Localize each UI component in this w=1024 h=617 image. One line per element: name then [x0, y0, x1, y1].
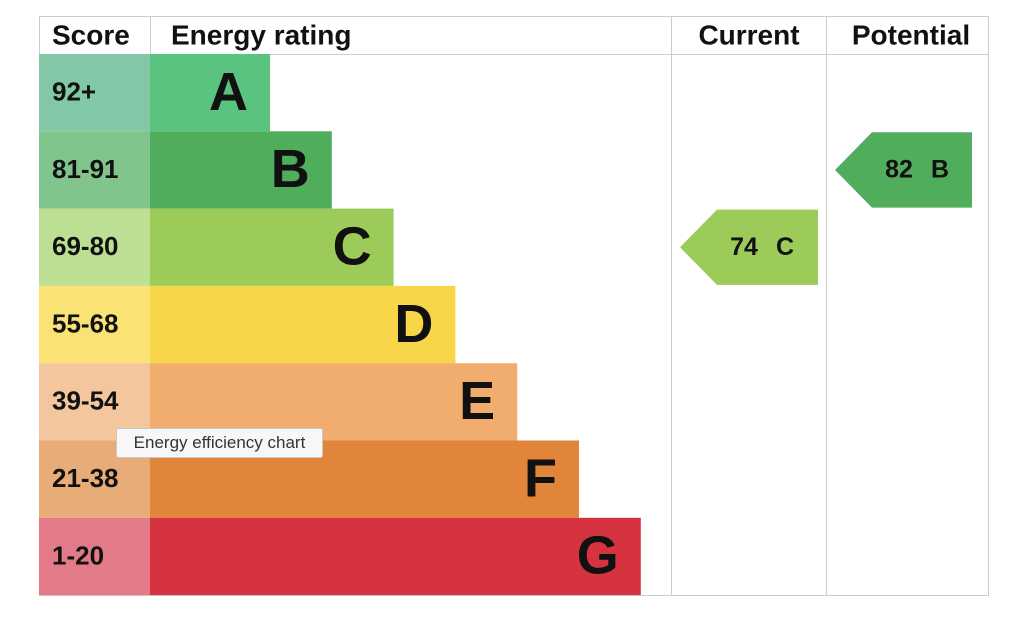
tooltip-text: Energy efficiency chart	[134, 433, 306, 452]
rating-letter: F	[524, 448, 557, 508]
current-arrow	[680, 209, 818, 285]
score-label: 1-20	[52, 540, 104, 570]
header-potential: Potential	[852, 19, 970, 50]
rating-bar	[150, 285, 456, 364]
current-value: 74	[730, 233, 758, 261]
score-label: 69-80	[52, 231, 119, 261]
score-cell	[39, 208, 150, 286]
rating-letter: B	[271, 139, 310, 199]
header-rating: Energy rating	[171, 19, 351, 50]
score-label: 21-38	[52, 463, 119, 493]
header-score: Score	[52, 19, 130, 50]
score-label: 81-91	[52, 154, 119, 184]
potential-rating: B	[931, 156, 949, 184]
rating-letter: C	[333, 217, 372, 277]
rating-letter: E	[459, 371, 495, 431]
score-label: 92+	[52, 77, 96, 107]
score-cell	[39, 131, 150, 209]
tooltip-box	[116, 428, 323, 458]
score-cell	[39, 363, 150, 441]
potential-value: 82	[885, 156, 913, 184]
rating-letter: A	[209, 62, 248, 122]
current-rating: C	[776, 233, 794, 261]
rating-letter: D	[394, 294, 433, 354]
rating-bar	[150, 208, 394, 286]
score-label: 55-68	[52, 308, 119, 338]
rating-bar	[150, 54, 270, 132]
potential-arrow	[835, 132, 972, 208]
score-cell	[39, 517, 150, 596]
rating-bar	[150, 517, 641, 596]
rating-bar	[150, 363, 518, 441]
score-cell	[39, 54, 150, 132]
score-label: 39-54	[52, 386, 119, 416]
score-cell	[39, 285, 150, 364]
rating-letter: G	[577, 526, 619, 586]
rating-bar	[150, 131, 332, 209]
header-current: Current	[698, 19, 799, 50]
